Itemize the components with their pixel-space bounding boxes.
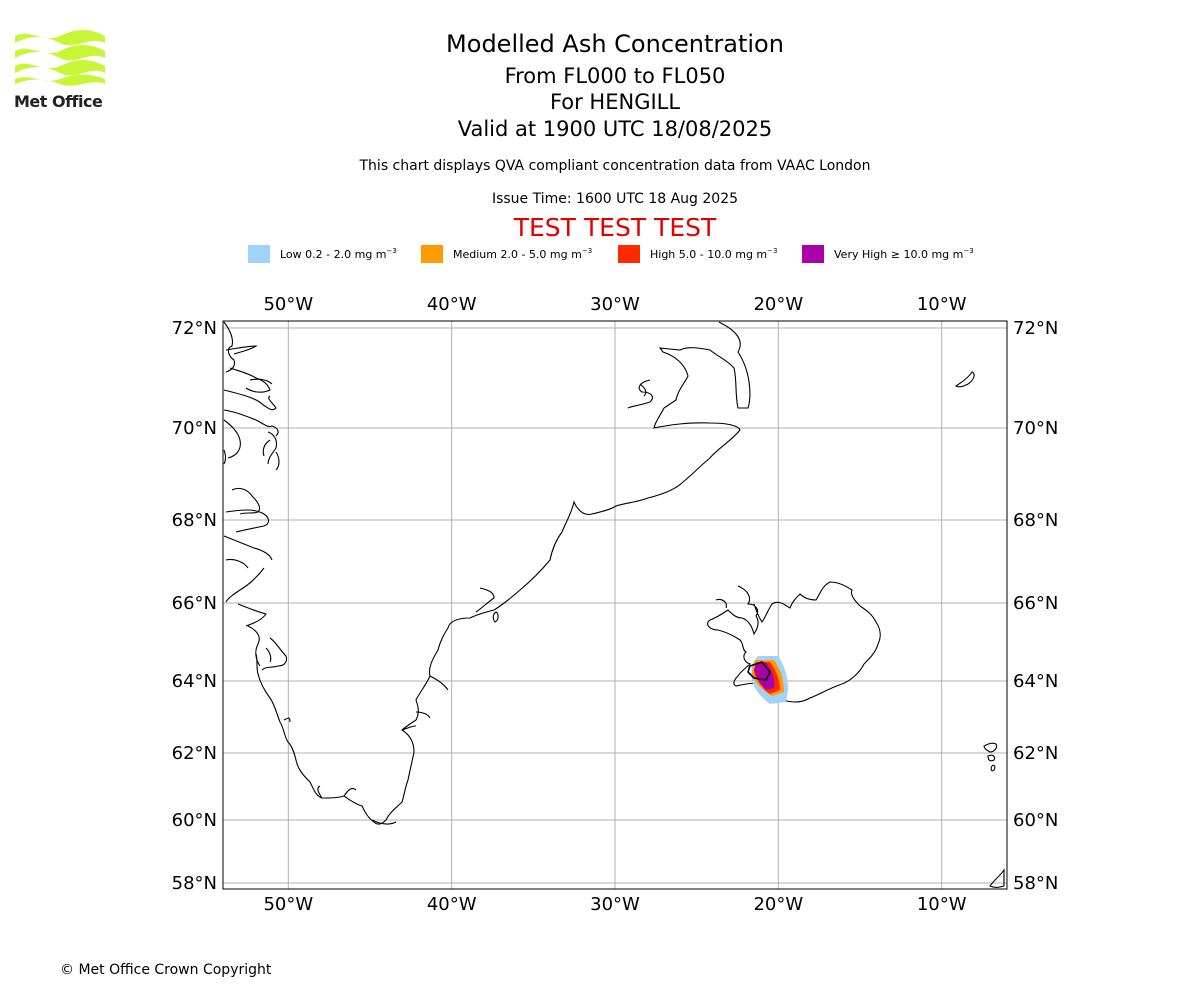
ash-very-high xyxy=(754,662,775,690)
legend-swatch-medium xyxy=(421,245,443,263)
legend-label-medium: Medium 2.0 - 5.0 mg m−3 xyxy=(453,247,593,261)
lon-tick-label-bottom: 30°W xyxy=(590,894,640,915)
legend-item-high: High 5.0 - 10.0 mg m−3 xyxy=(618,244,777,264)
lat-tick-label-right: 60°N xyxy=(1013,810,1058,831)
lat-tick-label-right: 70°N xyxy=(1013,418,1058,439)
test-banner: TEST TEST TEST xyxy=(513,213,717,242)
lon-tick-label-top: 40°W xyxy=(427,294,477,315)
lon-tick-label-top: 30°W xyxy=(590,294,640,315)
lon-tick-label-top: 50°W xyxy=(263,294,313,315)
faroe-islands-coastline xyxy=(983,742,998,753)
coastlines xyxy=(223,321,1005,889)
map-frame xyxy=(222,320,1008,890)
lon-tick-label-bottom: 50°W xyxy=(263,894,313,915)
lat-tick-label-right: 72°N xyxy=(1013,318,1058,339)
iceland-coastline xyxy=(707,581,881,703)
legend-label-high: High 5.0 - 10.0 mg m−3 xyxy=(650,247,778,261)
logo-text: Met Office xyxy=(14,92,103,111)
chart-title: Modelled Ash Concentration xyxy=(446,30,784,58)
met-office-logo: Met Office xyxy=(14,30,106,112)
lat-tick-label-left: 62°N xyxy=(172,743,217,764)
lon-tick-label-bottom: 40°W xyxy=(427,894,477,915)
valid-time: Valid at 1900 UTC 18/08/2025 xyxy=(457,117,773,141)
lon-tick-label-bottom: 20°W xyxy=(753,894,803,915)
volcano-outline xyxy=(747,661,771,681)
lat-tick-label-right: 66°N xyxy=(1013,593,1058,614)
lat-tick-label-right: 68°N xyxy=(1013,510,1058,531)
copyright-notice: © Met Office Crown Copyright xyxy=(60,962,272,978)
legend-label-very-high: Very High ≥ 10.0 mg m−3 xyxy=(834,247,974,261)
legend-item-low: Low 0.2 - 2.0 mg m−3 xyxy=(248,244,397,264)
legend-item-very-high: Very High ≥ 10.0 mg m−3 xyxy=(802,244,974,264)
flight-levels: From FL000 to FL050 xyxy=(504,64,726,88)
jan-mayen-coastline xyxy=(954,371,975,388)
scotland-coastline xyxy=(989,868,1005,889)
lat-tick-label-left: 68°N xyxy=(172,510,217,531)
lon-tick-label-top: 10°W xyxy=(917,294,967,315)
legend-swatch-low xyxy=(248,245,270,263)
graticule xyxy=(223,321,1007,889)
lat-tick-label-left: 58°N xyxy=(172,873,217,894)
lat-tick-label-left: 70°N xyxy=(172,418,217,439)
legend-swatch-high xyxy=(618,245,640,263)
lat-tick-label-left: 60°N xyxy=(172,810,217,831)
lon-tick-label-bottom: 10°W xyxy=(917,894,967,915)
legend-item-medium: Medium 2.0 - 5.0 mg m−3 xyxy=(421,244,592,264)
lat-tick-label-right: 58°N xyxy=(1013,873,1058,894)
issue-time: Issue Time: 1600 UTC 18 Aug 2025 xyxy=(491,191,739,207)
legend-swatch-very-high xyxy=(802,245,824,263)
lat-tick-label-right: 64°N xyxy=(1013,671,1058,692)
greenland-coastline xyxy=(255,321,751,825)
lat-tick-label-right: 62°N xyxy=(1013,743,1058,764)
axis-ticks: 50°W 50°W 40°W 40°W 30°W 30°W 20°W 20°W 10°W 10°W… xyxy=(172,294,1059,915)
lat-tick-label-left: 66°N xyxy=(172,593,217,614)
legend-label-low: Low 0.2 - 2.0 mg m−3 xyxy=(280,247,397,261)
lon-tick-label-top: 20°W xyxy=(753,294,803,315)
met-office-waves-icon xyxy=(15,30,105,86)
chart-description: This chart displays QVA compliant concen… xyxy=(359,158,871,174)
lat-tick-label-left: 72°N xyxy=(172,318,217,339)
lat-tick-label-left: 64°N xyxy=(172,671,217,692)
volcano-name: For HENGILL xyxy=(549,90,681,114)
ash-plume xyxy=(747,656,788,704)
